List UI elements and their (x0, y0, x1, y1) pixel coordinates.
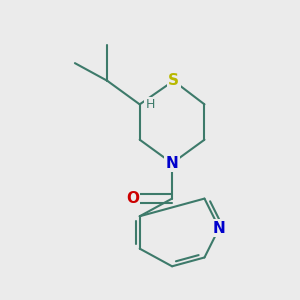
Text: S: S (168, 73, 179, 88)
Text: O: O (126, 191, 139, 206)
Text: H: H (145, 98, 155, 111)
Text: N: N (166, 156, 178, 171)
Text: N: N (213, 220, 226, 236)
